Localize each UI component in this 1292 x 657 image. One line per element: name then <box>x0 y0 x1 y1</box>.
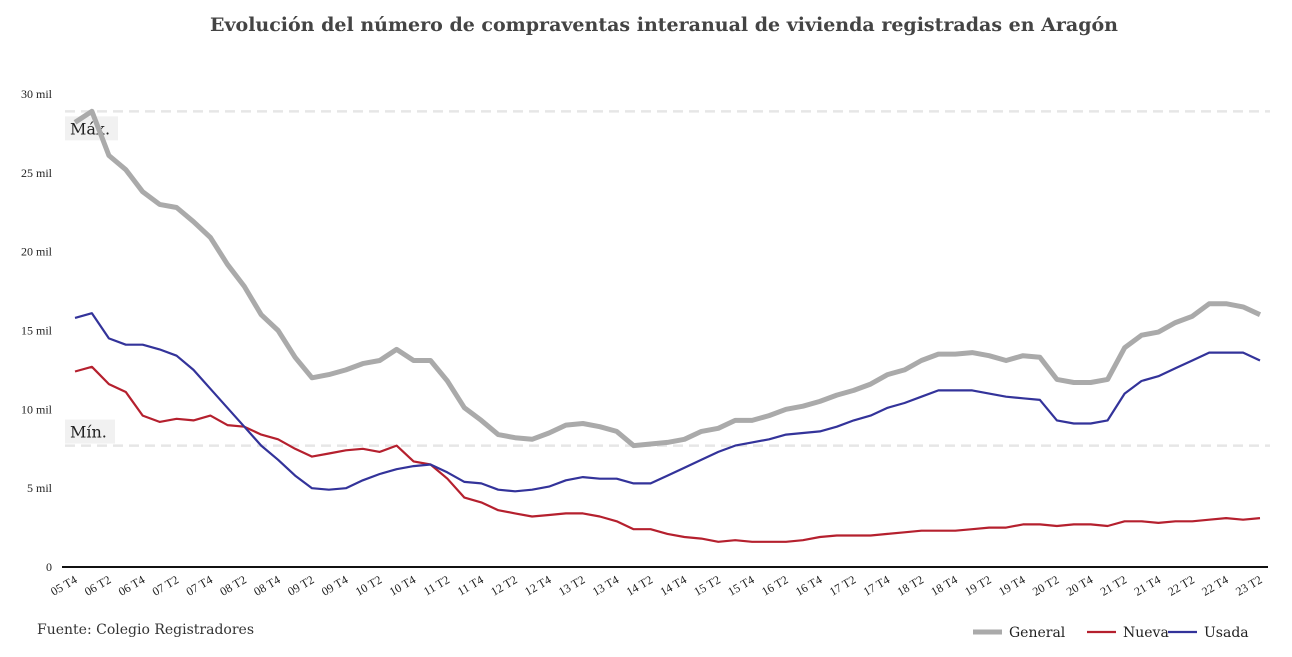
x-tick-label: 15 T4 <box>725 572 756 598</box>
x-tick-label: 21 T4 <box>1132 572 1163 598</box>
reference-label-box <box>65 419 115 444</box>
x-tick-label: 14 T4 <box>658 572 689 598</box>
x-tick-label: 10 T2 <box>353 572 384 598</box>
series-line-usada <box>74 312 1261 493</box>
x-tick-label: 21 T2 <box>1098 572 1129 598</box>
x-tick-label: 10 T4 <box>387 572 418 598</box>
x-tick-label: 16 T2 <box>759 572 790 598</box>
x-tick-label: 14 T2 <box>624 572 655 598</box>
y-tick-label: 20 mil <box>21 245 53 259</box>
reference-lines: Máx.Mín. <box>65 110 1270 447</box>
x-axis-ticks: 05 T4 06 T2 06 T4 07 T2 07 T4 08 T2 08 T4 09 T2… <box>48 572 1264 598</box>
y-tick-label: 0 <box>46 560 52 574</box>
x-tick-label: 19 T4 <box>996 572 1027 598</box>
reference-label: Mín. <box>70 423 107 442</box>
x-tick-label: 17 T4 <box>861 572 892 598</box>
x-tick-label: 19 T2 <box>962 572 993 598</box>
x-tick-label: 16 T4 <box>793 572 824 598</box>
x-tick-label: 13 T2 <box>556 572 587 598</box>
x-tick-label: 22 T2 <box>1165 572 1196 598</box>
y-tick-label: 10 mil <box>21 402 53 416</box>
legend-label-general: General <box>1009 625 1066 641</box>
y-tick-label: 15 mil <box>21 324 53 338</box>
x-tick-label: 18 T4 <box>928 572 959 598</box>
series-line-general <box>73 108 1262 449</box>
x-tick-label: 23 T2 <box>1233 572 1264 598</box>
chart-title: Evolución del número de compraventas int… <box>210 14 1118 36</box>
x-tick-label: 07 T2 <box>150 572 181 598</box>
y-tick-label: 30 mil <box>21 87 53 101</box>
source-note: Fuente: Colegio Registradores <box>37 622 254 638</box>
x-tick-label: 13 T4 <box>590 572 621 598</box>
legend: General Nueva Usada <box>973 625 1249 641</box>
x-tick-label: 11 T2 <box>421 572 452 598</box>
x-tick-label: 06 T2 <box>82 572 113 598</box>
x-tick-label: 12 T4 <box>522 572 553 598</box>
legend-label-usada: Usada <box>1204 625 1249 641</box>
x-tick-label: 18 T2 <box>895 572 926 598</box>
y-tick-label: 25 mil <box>21 166 53 180</box>
x-tick-label: 05 T4 <box>48 572 79 598</box>
x-tick-label: 07 T4 <box>184 572 215 598</box>
x-tick-label: 20 T2 <box>1030 572 1061 598</box>
x-tick-label: 15 T2 <box>691 572 722 598</box>
x-tick-label: 22 T4 <box>1199 572 1230 598</box>
x-tick-label: 12 T2 <box>488 572 519 598</box>
legend-label-nueva: Nueva <box>1123 625 1169 641</box>
x-tick-label: 20 T4 <box>1064 572 1095 598</box>
y-tick-label: 5 mil <box>27 481 53 495</box>
y-axis-ticks: 0 5 mil 10 mil 15 mil 20 mil 25 mil 30 mil <box>21 87 53 574</box>
x-tick-label: 11 T4 <box>455 572 486 598</box>
x-tick-label: 09 T2 <box>285 572 316 598</box>
x-tick-label: 06 T4 <box>116 572 147 598</box>
x-tick-label: 08 T4 <box>251 572 282 598</box>
series-lines <box>73 108 1262 543</box>
series-line-nueva <box>74 365 1261 543</box>
x-tick-label: 09 T4 <box>319 572 350 598</box>
x-tick-label: 17 T2 <box>827 572 858 598</box>
x-tick-label: 08 T2 <box>217 572 248 598</box>
